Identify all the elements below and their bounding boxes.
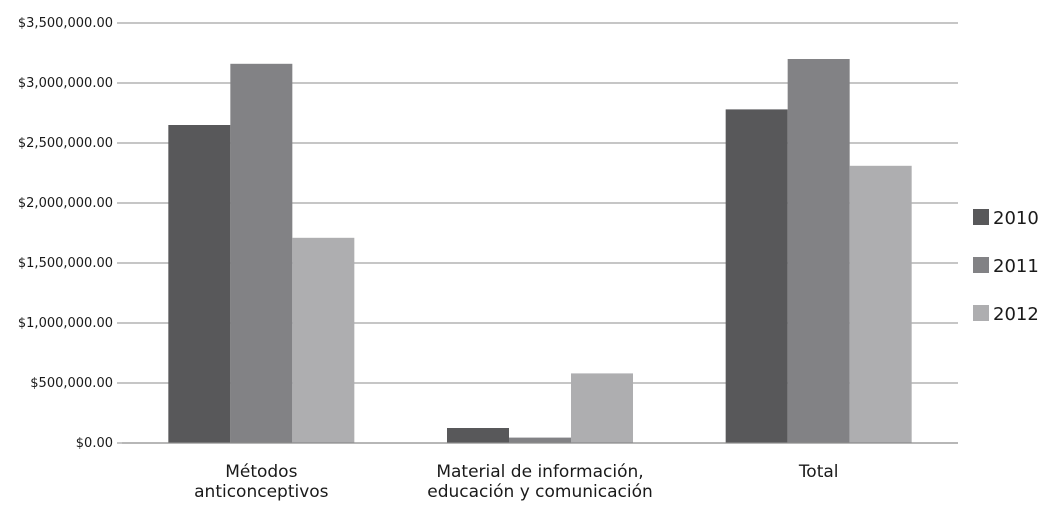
y-tick-label: $500,000.00 bbox=[30, 376, 113, 391]
legend-swatch-2012 bbox=[973, 305, 989, 321]
x-category-label-line: Material de información, bbox=[436, 462, 643, 482]
y-axis-tick-labels: $0.00 $500,000.00 $1,000,000.00 $1,500,000.… bbox=[18, 16, 113, 451]
y-tick-label: $1,500,000.00 bbox=[18, 256, 113, 271]
bar-2010-2 bbox=[725, 109, 788, 444]
legend-swatch-2010 bbox=[973, 209, 989, 225]
bar-2012-2 bbox=[849, 165, 912, 444]
y-tick-label: $2,500,000.00 bbox=[18, 136, 113, 151]
bar-2010-1 bbox=[447, 428, 509, 443]
y-tick-label: $2,000,000.00 bbox=[18, 196, 113, 211]
bar-2011-1 bbox=[509, 437, 571, 443]
x-category-label-line: Total bbox=[798, 462, 839, 482]
y-tick-label: $3,500,000.00 bbox=[18, 16, 113, 31]
y-tick-label: $1,000,000.00 bbox=[18, 316, 113, 331]
y-tick-label: $3,000,000.00 bbox=[18, 76, 113, 91]
legend: 2010 2011 2012 bbox=[973, 208, 1039, 325]
legend-label-2010: 2010 bbox=[993, 208, 1039, 229]
bar-2011-0 bbox=[230, 63, 293, 444]
x-category-label: Total bbox=[798, 462, 839, 482]
x-axis-category-labels: Métodos anticonceptivos Material de inform… bbox=[194, 462, 838, 502]
legend-swatch-2011 bbox=[973, 257, 989, 273]
x-category-label: Métodos anticonceptivos bbox=[194, 462, 329, 502]
x-category-label: Material de información, educación y comu… bbox=[427, 462, 653, 502]
x-category-label-line: anticonceptivos bbox=[194, 482, 329, 502]
bars bbox=[168, 59, 912, 444]
x-axis bbox=[117, 22, 958, 444]
bar-2011-2 bbox=[787, 59, 850, 443]
bar-2012-0 bbox=[292, 237, 355, 443]
y-tick-label: $0.00 bbox=[76, 436, 113, 451]
x-category-label-line: educación y comunicación bbox=[427, 482, 653, 502]
bar-2012-1 bbox=[571, 373, 633, 443]
bar-2010-0 bbox=[168, 125, 231, 443]
x-category-label-line: Métodos bbox=[225, 462, 297, 482]
legend-label-2012: 2012 bbox=[993, 304, 1039, 325]
legend-label-2011: 2011 bbox=[993, 256, 1039, 277]
